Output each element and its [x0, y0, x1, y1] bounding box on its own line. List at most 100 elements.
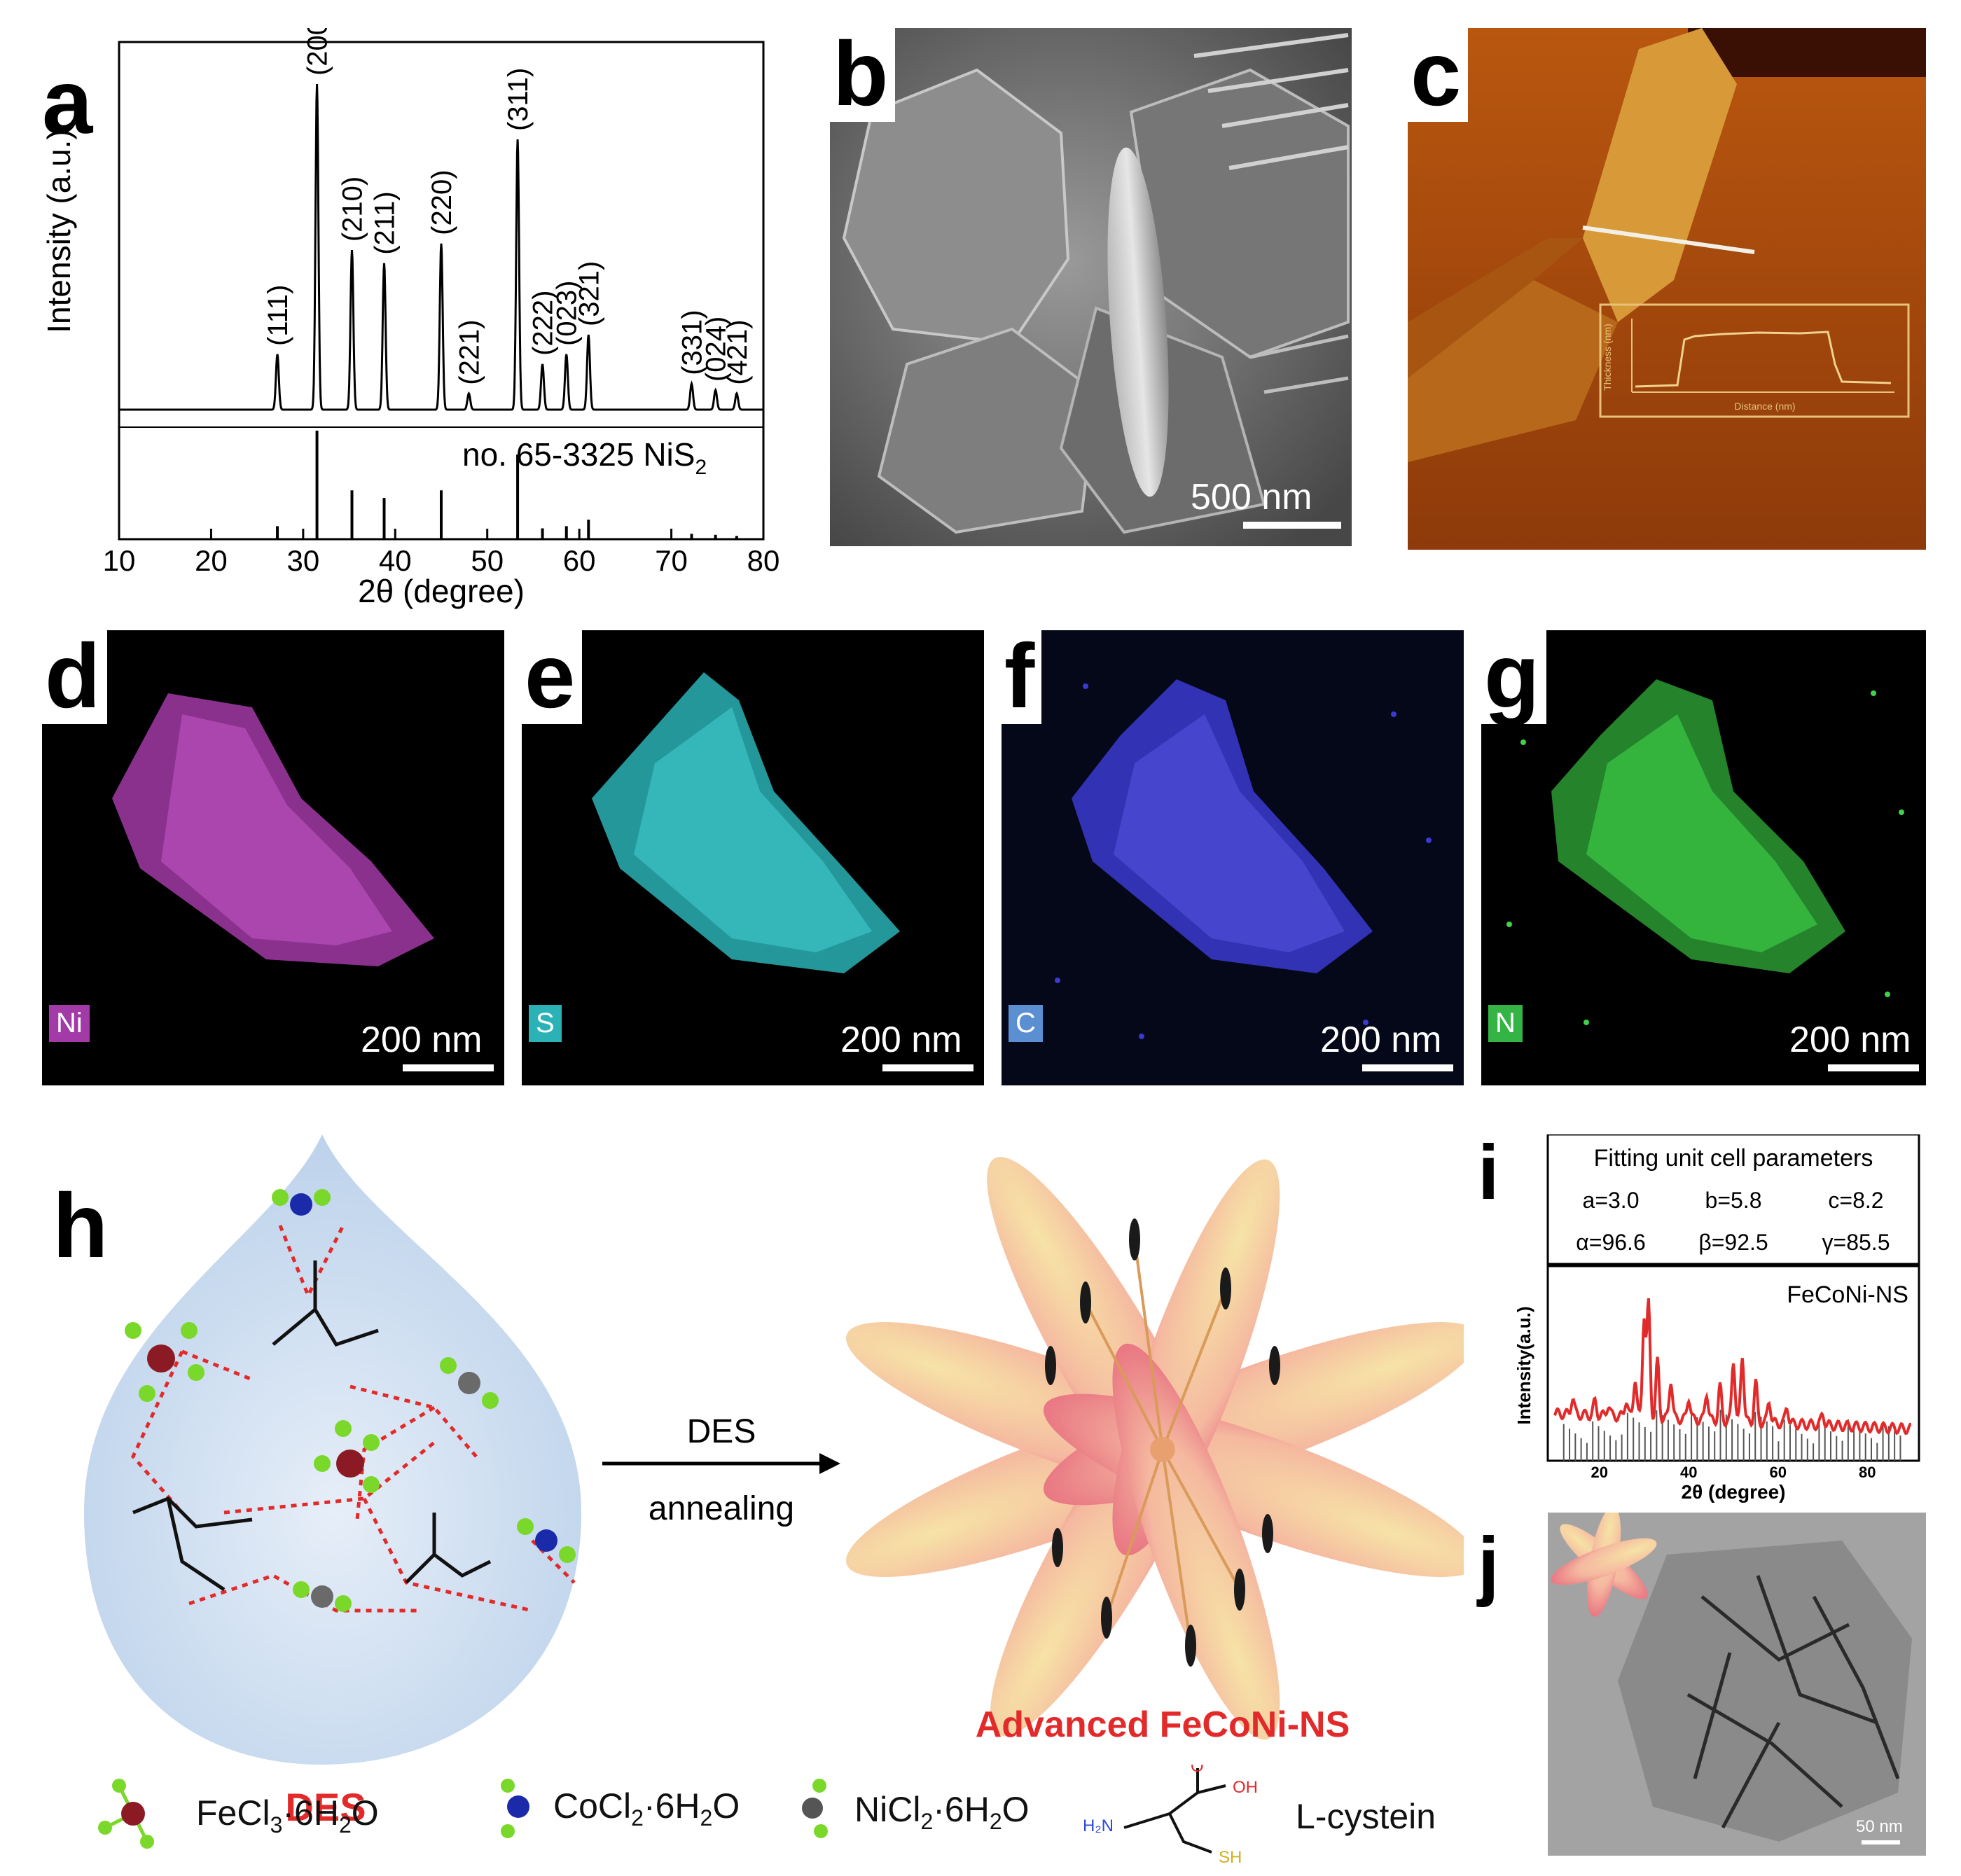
- lily-illustration: [846, 1157, 1464, 1740]
- x-tick-label: 60: [563, 544, 596, 577]
- eds-map-c: [1055, 679, 1432, 1039]
- afm-inset-ylabel: Thickness (nm): [1602, 324, 1613, 391]
- reference-sticks: [276, 431, 738, 539]
- fit-sticks: [1562, 1410, 1901, 1461]
- legend-fecl3: FeCl3·6H2O: [196, 1793, 379, 1837]
- peak-labels: (111) (200) (210) (211) (220) (221) (311) (222)…: [263, 28, 753, 385]
- peak-label: (024): [701, 317, 732, 382]
- tem-image: 50 nm: [1548, 1513, 1926, 1856]
- panel-letter-e: e: [522, 630, 583, 724]
- x-tick-label-i: 20: [1591, 1464, 1608, 1481]
- peak-label: (331): [677, 310, 707, 375]
- panel-letter-a: a: [42, 50, 93, 153]
- svg-text:H₂N: H₂N: [1083, 1816, 1114, 1835]
- panel-letter-b: b: [830, 28, 896, 122]
- element-tag-s: S: [529, 1005, 562, 1042]
- x-ticks: 10 20 30 40 50 60 70 80: [103, 529, 779, 577]
- element-tag-n: N: [1488, 1005, 1523, 1042]
- scale-label-b: 500 nm: [1191, 477, 1312, 517]
- legend-icons: H₂N OH O SH: [98, 1765, 1258, 1863]
- x-tick-label-i: 80: [1859, 1464, 1876, 1481]
- scale-label-j: 50 nm: [1856, 1817, 1903, 1836]
- x-tick-label-i: 60: [1770, 1464, 1787, 1481]
- xrd-chart-i: Fitting unit cell parameters a=3.0 b=5.8…: [1513, 1134, 1920, 1503]
- panel-letter-f: f: [1002, 630, 1042, 724]
- arrow-top-label: DES: [687, 1413, 756, 1450]
- panel-d: d Ni 200 nm: [42, 630, 504, 1085]
- scale-label-d: 200 nm: [361, 1020, 483, 1060]
- peak-label: (023): [552, 281, 583, 346]
- peak-label: (221): [454, 319, 485, 384]
- x-tick-label: 50: [471, 544, 504, 577]
- panel-letter-d: d: [42, 630, 108, 724]
- series-label: FeCoNi-NS: [1787, 1281, 1908, 1308]
- fecooni-pattern: [1553, 1298, 1912, 1436]
- x-tick-label: 40: [379, 544, 412, 577]
- param-c: c=8.2: [1828, 1188, 1883, 1213]
- x-tick-label: 30: [286, 544, 319, 577]
- scalebar-g: [1828, 1064, 1919, 1071]
- cysteine-structure: [1123, 1768, 1226, 1854]
- x-ticks-i: 20 40 60 80: [1591, 1464, 1876, 1481]
- svg-text:OH: OH: [1233, 1778, 1258, 1797]
- afm-inset-xlabel: Distance (nm): [1734, 401, 1795, 412]
- peak-label: (211): [370, 191, 401, 254]
- des-label: DES: [285, 1785, 366, 1821]
- x-tick-label: 70: [655, 544, 688, 577]
- eds-map-n: [1506, 679, 1904, 1025]
- x-tick-label-i: 40: [1680, 1464, 1697, 1481]
- element-tag-c: C: [1009, 1005, 1043, 1042]
- element-tag-ni: Ni: [49, 1005, 90, 1042]
- param-gamma: γ=85.5: [1822, 1230, 1890, 1255]
- eds-map-ni: [112, 693, 434, 966]
- cocl2-icon: [501, 1779, 529, 1838]
- param-a: a=3.0: [1583, 1188, 1640, 1213]
- x-axis-label-i: 2θ (degree): [1682, 1481, 1786, 1503]
- y-axis-label: Intensity (a.u.): [42, 129, 77, 333]
- table-title: Fitting unit cell parameters: [1594, 1145, 1873, 1172]
- des-scheme: DES DES annealing: [84, 1134, 1464, 1821]
- scalebar-e: [882, 1064, 973, 1071]
- panel-f: f C 200 nm: [1002, 630, 1464, 1085]
- des-drop: [84, 1134, 581, 1765]
- sem-image: [830, 28, 1352, 546]
- panel-letter-i: i: [1478, 1130, 1499, 1216]
- legend-cysteine: L-cystein: [1296, 1797, 1436, 1836]
- product-label: Advanced FeCoNi-NS: [976, 1704, 1350, 1745]
- panel-a: a (111) (200) (210) (211) (220) (221) (311) (22…: [42, 28, 784, 616]
- legend-nicl2: NiCl2·6H2O: [854, 1790, 1030, 1834]
- peak-label: (321): [574, 261, 604, 326]
- scalebar-j: [1862, 1840, 1900, 1844]
- svg-text:O: O: [1191, 1765, 1204, 1776]
- param-beta: β=92.5: [1698, 1230, 1768, 1255]
- x-axis-label: 2θ (degree): [358, 573, 525, 609]
- unit-cell-table: [1546, 1134, 1920, 1265]
- peak-label: (421): [722, 319, 753, 384]
- panel-i: i Fitting unit cell parameters a=3.0 b=5…: [1478, 1134, 1933, 1506]
- x-tick-label: 20: [195, 544, 228, 577]
- peak-label: (220): [427, 169, 457, 235]
- peak-label: (222): [528, 291, 559, 356]
- xrd-chart-a: (111) (200) (210) (211) (220) (221) (311) (222)…: [42, 28, 779, 609]
- panel-b: b 500 nm: [830, 28, 1352, 546]
- peak-label: (210): [338, 176, 368, 242]
- peak-label: (311): [503, 68, 534, 131]
- reference-label: no. 65-3325 NiS2: [462, 436, 707, 479]
- scale-label-e: 200 nm: [840, 1020, 962, 1060]
- panel-letter-c: c: [1408, 28, 1469, 122]
- panel-h: h: [42, 1120, 1464, 1863]
- peak-label: (111): [263, 284, 293, 345]
- legend-cocl2: CoCl2·6H2O: [553, 1786, 740, 1830]
- xrd-pattern: [119, 83, 763, 411]
- peak-label: (200): [303, 28, 333, 76]
- param-alpha: α=96.6: [1576, 1230, 1645, 1255]
- scale-label-g: 200 nm: [1789, 1020, 1911, 1060]
- panel-letter-j: j: [1478, 1522, 1499, 1608]
- panel-g: g N 200 nm: [1481, 630, 1926, 1085]
- panel-c: Thickness (nm) Distance (nm) c: [1408, 28, 1926, 550]
- xrd-curve: [119, 83, 763, 411]
- panel-letter-g: g: [1481, 630, 1547, 724]
- y-axis-label-i: Intensity(a.u.): [1513, 1306, 1534, 1424]
- scalebar-b: [1243, 522, 1341, 529]
- afm-image: Thickness (nm) Distance (nm): [1408, 28, 1926, 550]
